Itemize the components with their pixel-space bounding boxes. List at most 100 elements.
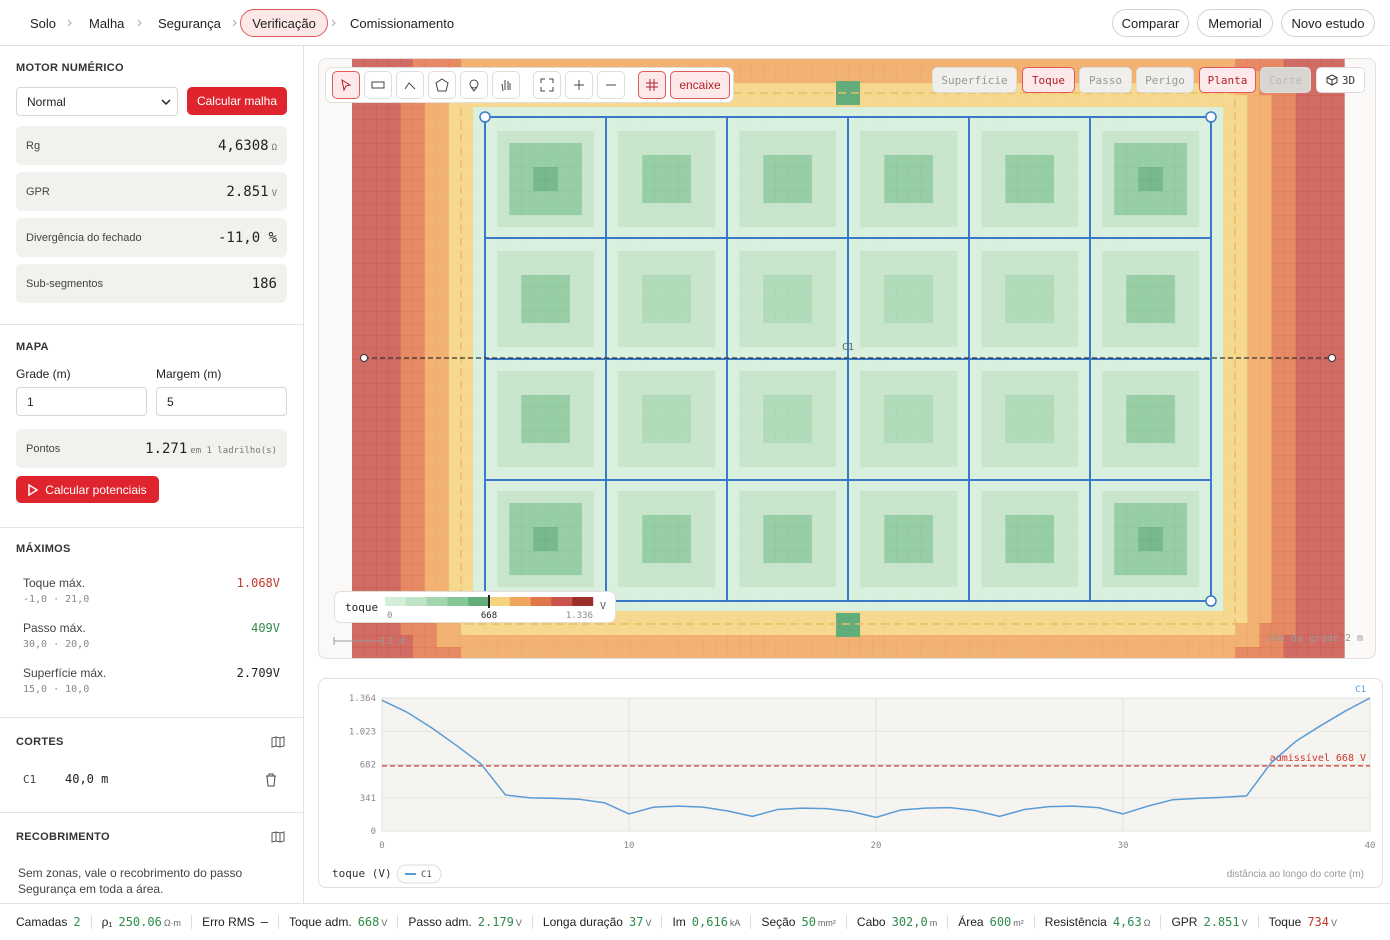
heatmap-cell (1235, 599, 1248, 612)
step[interactable]: Malha (89, 16, 125, 31)
polygon-tool[interactable] (428, 71, 456, 99)
map-icon[interactable] (271, 831, 285, 843)
pan-tool[interactable] (492, 71, 520, 99)
heatmap-cell (1320, 479, 1333, 492)
layer-chip[interactable]: Passo (1079, 67, 1132, 93)
map-icon[interactable] (271, 736, 285, 748)
heatmap-cell (557, 647, 571, 658)
heatmap-cell (739, 191, 752, 204)
delete-icon[interactable] (265, 773, 277, 787)
heatmap-cell (739, 503, 752, 516)
heatmap-cell (1041, 491, 1055, 504)
grid-handle[interactable] (1205, 111, 1217, 123)
heatmap-cell (1223, 611, 1236, 624)
heatmap-cell (594, 359, 607, 372)
grid-handle[interactable] (1205, 595, 1217, 607)
heatmap-cell (1090, 479, 1103, 492)
heatmap-cell (545, 119, 559, 132)
step[interactable]: Comissionamento (350, 16, 455, 31)
layer-chip[interactable]: Planta (1199, 67, 1256, 93)
mode-select[interactable]: Normal (16, 87, 178, 116)
select-tool[interactable] (332, 71, 360, 99)
zoom-out[interactable] (597, 71, 625, 99)
compare-button[interactable]: Comparar (1112, 9, 1189, 37)
heatmap-cell (727, 467, 740, 480)
heatmap-cell (1320, 407, 1333, 420)
heatmap-cell (823, 479, 837, 492)
view-3d[interactable]: 3D (1316, 67, 1365, 93)
heatmap-cell (763, 407, 776, 420)
heatmap-cell (618, 287, 631, 300)
memorial-button[interactable]: Memorial (1197, 9, 1273, 37)
zoom-in[interactable] (565, 71, 593, 99)
snap-toggle[interactable]: encaixe (670, 71, 730, 99)
heatmap-cell (594, 251, 607, 264)
legend-chip[interactable] (396, 864, 442, 884)
heatmap-cell (1283, 611, 1297, 624)
heatmap-cell (1247, 167, 1260, 180)
heatmap-cell (376, 551, 389, 564)
step-active[interactable]: Verificação (240, 9, 328, 37)
polyline-tool[interactable] (396, 71, 424, 99)
heatmap-cell (969, 599, 982, 612)
step[interactable]: Solo (30, 16, 57, 31)
heatmap-cell (557, 131, 571, 144)
heatmap-cell (1223, 467, 1236, 480)
grid-toggle[interactable] (638, 71, 666, 99)
heatmap-cell (993, 443, 1006, 456)
heatmap-cell (787, 467, 801, 480)
heatmap-cell (497, 299, 510, 312)
heatmap-cell (1150, 383, 1164, 396)
heatmap-cell (412, 107, 426, 120)
heatmap-cell (860, 455, 873, 468)
heatmap-cell (448, 251, 462, 264)
heatmap-cell (860, 503, 873, 516)
layer-chip[interactable]: Superfície (932, 67, 1017, 93)
heatmap-cell (606, 227, 619, 240)
heatmap-cell (811, 359, 825, 372)
margin-input[interactable]: 5 (156, 387, 287, 416)
grid-input[interactable]: 1 (16, 387, 147, 416)
legend-tick: 1.336 (566, 611, 593, 621)
heatmap-cell (1211, 383, 1224, 396)
grid-handle[interactable] (479, 111, 491, 123)
heatmap-cell (1138, 623, 1152, 636)
pin-tool[interactable] (460, 71, 488, 99)
heatmap-cell (678, 167, 692, 180)
heatmap-cell (1053, 95, 1067, 108)
heatmap-cell (1235, 539, 1248, 552)
heatmap-cell (376, 143, 389, 156)
map-canvas[interactable]: C1 (319, 59, 1376, 659)
step[interactable]: Segurança (158, 16, 221, 31)
heatmap-cell (678, 143, 692, 156)
heatmap-cell (811, 467, 825, 480)
heatmap-cell (436, 443, 450, 456)
heatmap-cell (787, 407, 801, 420)
layer-chip[interactable]: Corte (1260, 67, 1311, 93)
heatmap-cell (1307, 503, 1321, 516)
heatmap-cell (497, 275, 510, 288)
heatmap-cell (860, 563, 873, 576)
heatmap-cell (1223, 383, 1236, 396)
heatmap-cell (642, 299, 655, 312)
heatmap-cell (1078, 263, 1091, 276)
heatmap-cell (606, 347, 619, 360)
heatmap-cell (521, 575, 534, 588)
heatmap-cell (1283, 155, 1297, 168)
heatmap-cell (908, 371, 922, 384)
calc-mesh-button[interactable]: Calcular malha (187, 87, 287, 115)
heatmap-cell (811, 215, 825, 228)
heatmap-cell (1090, 95, 1103, 108)
calc-potentials-button[interactable]: Calcular potenciais (16, 476, 159, 503)
new-study-button[interactable]: Novo estudo (1281, 9, 1375, 37)
heatmap-cell (1078, 443, 1091, 456)
heatmap-cell (787, 191, 801, 204)
measure-tool[interactable] (364, 71, 392, 99)
heatmap-cell (739, 203, 752, 216)
fit-tool[interactable] (533, 71, 561, 99)
heatmap-cell (352, 143, 365, 156)
heatmap-cell (739, 587, 752, 600)
layer-chip[interactable]: Perigo (1136, 67, 1194, 93)
layer-chip[interactable]: Toque (1022, 67, 1075, 93)
heatmap-cell (1017, 467, 1031, 480)
